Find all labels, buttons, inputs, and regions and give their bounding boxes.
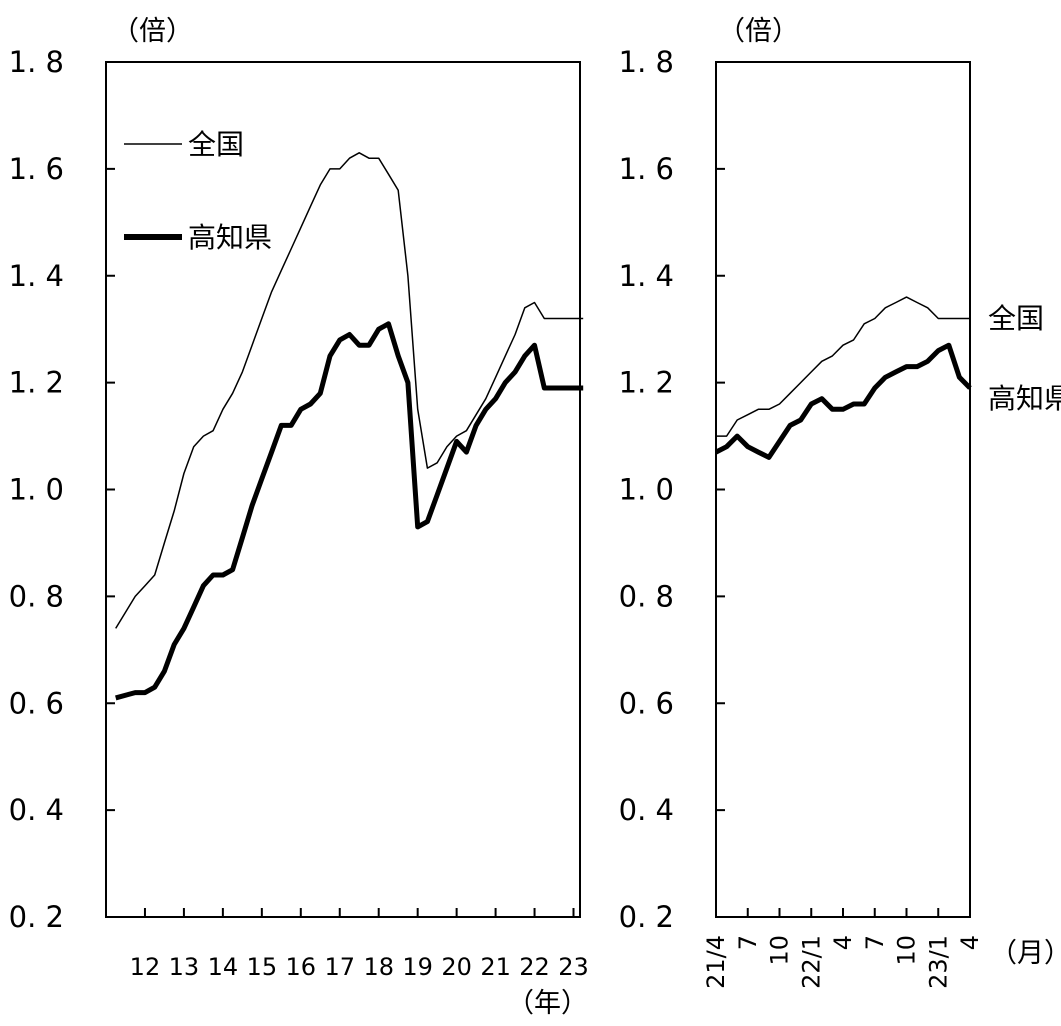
- left-x-unit: （年）: [507, 988, 588, 1019]
- x-tick-label: 17: [324, 953, 355, 981]
- legend-label-national: 全国: [188, 128, 244, 161]
- y-tick-label: 0. 4: [9, 793, 64, 827]
- right-series-lines: [714, 296, 972, 460]
- end-label-national: 全国: [988, 302, 1044, 335]
- x-tick-label: 4: [956, 935, 984, 950]
- y-tick-label: 1. 4: [9, 259, 64, 293]
- left-series-lines: [115, 152, 584, 701]
- y-tick-label: 1. 6: [619, 152, 674, 186]
- x-tick-label: 22/1: [797, 935, 825, 989]
- x-tick-label: 21: [480, 953, 511, 981]
- x-tick-label: 13: [169, 953, 200, 981]
- x-tick-label: 10: [766, 935, 794, 966]
- x-tick-label: 23/1: [924, 935, 952, 989]
- series-line: [115, 152, 584, 629]
- series-line: [714, 342, 972, 460]
- right-y-axis: 0. 2 0. 4 0. 6 0. 8 1. 0 1. 2 1. 4 1. 6 1. 8: [619, 45, 725, 934]
- y-tick-label: 1. 0: [9, 473, 64, 507]
- y-tick-label: 0. 6: [9, 686, 64, 720]
- y-tick-label: 1. 6: [9, 152, 64, 186]
- y-tick-label: 1. 2: [9, 366, 64, 400]
- x-tick-label: 4: [829, 935, 857, 950]
- y-tick-label: 1. 2: [619, 366, 674, 400]
- x-tick-label: 12: [130, 953, 161, 981]
- x-tick-label: 18: [363, 953, 394, 981]
- right-x-unit: （月）: [990, 938, 1061, 969]
- y-tick-label: 0. 4: [619, 793, 674, 827]
- y-tick-label: 0. 2: [619, 900, 674, 934]
- y-tick-label: 0. 8: [619, 579, 674, 613]
- series-line: [716, 296, 970, 437]
- y-tick-label: 1. 8: [9, 45, 64, 79]
- left-legend: 全国 高知県: [124, 128, 272, 254]
- x-tick-label: 15: [247, 953, 278, 981]
- right-legend: 全国 高知県: [988, 302, 1061, 415]
- left-y-unit: （倍）: [112, 16, 193, 47]
- right-x-axis: 21/4 7 10 22/1 4 7 10 23/1 4: [702, 908, 984, 989]
- x-tick-label: 20: [441, 953, 472, 981]
- right-plot-frame: [715, 61, 971, 918]
- x-tick-label: 21/4: [702, 935, 730, 989]
- x-tick-label: 7: [734, 935, 762, 950]
- y-tick-label: 0. 6: [619, 686, 674, 720]
- x-tick-label: 14: [208, 953, 239, 981]
- x-tick-label: 16: [286, 953, 317, 981]
- x-tick-label: 23: [558, 953, 589, 981]
- y-tick-label: 1. 8: [619, 45, 674, 79]
- end-label-kochi: 高知県: [988, 382, 1061, 415]
- x-tick-label: 10: [893, 935, 921, 966]
- x-tick-label: 22: [519, 953, 550, 981]
- y-tick-label: 0. 2: [9, 900, 64, 934]
- left-chart: （倍） （年） 0. 2 0. 4 0. 6 0. 8 1. 0 1. 2 1. 4 1. 6…: [9, 16, 589, 1019]
- right-chart: （倍） （月） 0. 2 0. 4 0. 6 0. 8 1. 0 1. 2 1. 4 1. 6…: [619, 16, 1061, 989]
- y-tick-label: 0. 8: [9, 579, 64, 613]
- left-plot-frame: [105, 61, 581, 918]
- x-tick-label: 19: [402, 953, 433, 981]
- y-tick-label: 1. 0: [619, 473, 674, 507]
- series-line: [115, 321, 584, 701]
- y-tick-label: 1. 4: [619, 259, 674, 293]
- legend-label-kochi: 高知県: [188, 221, 272, 254]
- left-x-axis: 12 13 14 15 16 17 18 19 20 21 22 23: [130, 908, 589, 981]
- x-tick-label: 7: [861, 935, 889, 950]
- left-y-axis: 0. 2 0. 4 0. 6 0. 8 1. 0 1. 2 1. 4 1. 6 1. 8: [9, 45, 115, 934]
- right-y-unit: （倍）: [718, 16, 799, 47]
